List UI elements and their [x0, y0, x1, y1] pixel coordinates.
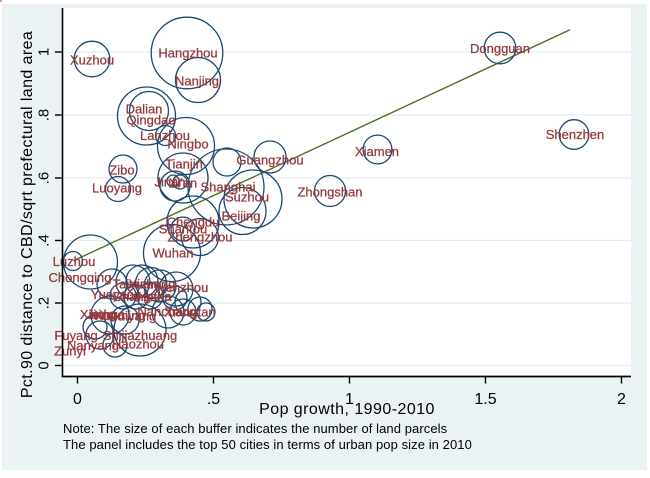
svg-text:Dalian: Dalian: [126, 101, 163, 116]
svg-text:Changsha: Changsha: [112, 289, 172, 304]
svg-text:1: 1: [345, 391, 354, 408]
svg-text:.5: .5: [207, 391, 220, 408]
svg-text:Note: The size of each buffer: Note: The size of each buffer indicates …: [63, 421, 448, 436]
svg-text:Taiyuan: Taiyuan: [113, 276, 158, 291]
svg-text:Jinan: Jinan: [154, 174, 185, 189]
svg-text:Xining: Xining: [80, 307, 116, 322]
svg-text:Wenzhou: Wenzhou: [154, 280, 209, 295]
svg-text:Lanzhou: Lanzhou: [140, 128, 190, 143]
svg-text:Xi'an: Xi'an: [169, 175, 198, 190]
svg-text:.8: .8: [35, 109, 52, 122]
svg-text:Luzhou: Luzhou: [53, 254, 96, 269]
svg-text:Wuhan: Wuhan: [153, 245, 194, 260]
svg-text:Dongguan: Dongguan: [470, 41, 530, 56]
svg-text:Zhongshan: Zhongshan: [297, 184, 362, 199]
svg-text:Haozhou: Haozhou: [112, 336, 164, 351]
svg-text:Shantou: Shantou: [159, 221, 207, 236]
svg-text:Xiamen: Xiamen: [355, 144, 399, 159]
svg-text:Chengdu: Chengdu: [167, 214, 220, 229]
svg-text:Luoyang: Luoyang: [92, 180, 142, 195]
svg-text:Xichang: Xichang: [129, 276, 176, 291]
svg-text:Suzhou: Suzhou: [225, 189, 269, 204]
svg-text:Shenzhen: Shenzhen: [546, 127, 605, 142]
svg-text:Yueyang: Yueyang: [91, 287, 142, 302]
svg-text:Chongqing: Chongqing: [49, 270, 112, 285]
svg-text:Jinhua: Jinhua: [87, 307, 126, 322]
svg-text:Xiangtan: Xiangtan: [164, 304, 215, 319]
svg-text:Ningbo: Ningbo: [167, 136, 208, 151]
svg-text:.6: .6: [35, 172, 52, 185]
svg-text:Beijing: Beijing: [221, 208, 260, 223]
svg-text:Hefei: Hefei: [137, 289, 167, 304]
svg-text:Qingdao: Qingdao: [126, 112, 175, 127]
svg-text:Zhengzhou: Zhengzhou: [167, 229, 232, 244]
svg-text:Pct.90 distance to CBD/sqrt pr: Pct.90 distance to CBD/sqrt prefectural …: [19, 31, 36, 398]
svg-text:Guiyang: Guiyang: [108, 308, 156, 323]
svg-text:2: 2: [617, 391, 626, 408]
svg-text:1: 1: [35, 48, 52, 56]
svg-text:Shanghai: Shanghai: [201, 179, 256, 194]
svg-text:Tianjin: Tianjin: [165, 156, 203, 171]
svg-text:Hangzhou: Hangzhou: [158, 45, 217, 60]
svg-text:Nanyang: Nanyang: [67, 338, 119, 353]
svg-text:Xuzhou: Xuzhou: [70, 52, 114, 67]
svg-text:.4: .4: [35, 234, 52, 247]
svg-text:.2: .2: [35, 297, 52, 310]
svg-text:Guangzhou: Guangzhou: [236, 152, 303, 167]
svg-text:0: 0: [35, 361, 52, 369]
svg-text:Kunming: Kunming: [94, 308, 145, 323]
svg-text:The panel includes the top 50: The panel includes the top 50 cities in …: [63, 437, 472, 452]
svg-text:0: 0: [73, 391, 82, 408]
svg-text:Nanjing: Nanjing: [175, 73, 219, 88]
svg-text:Pop growth, 1990-2010: Pop growth, 1990-2010: [259, 401, 435, 418]
svg-text:Zunyi: Zunyi: [54, 343, 86, 358]
svg-text:Zibo: Zibo: [109, 162, 134, 177]
svg-text:Nanchang: Nanchang: [137, 304, 196, 319]
svg-text:1.5: 1.5: [474, 391, 496, 408]
svg-text:Shijiazhuang: Shijiazhuang: [103, 328, 177, 343]
svg-text:Fuyang: Fuyang: [54, 328, 97, 343]
